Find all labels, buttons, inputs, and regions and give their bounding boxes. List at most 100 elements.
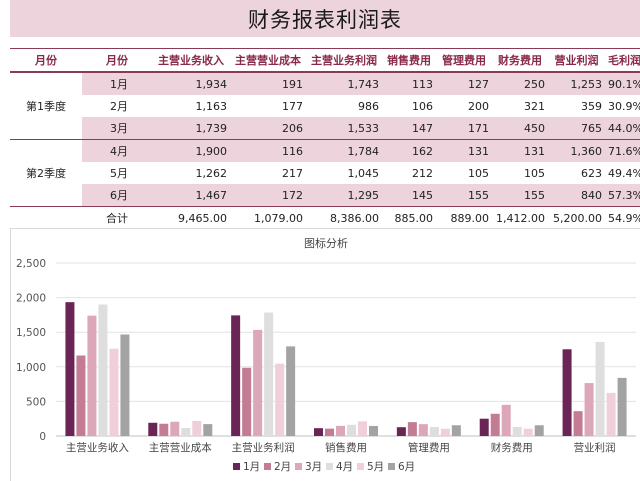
x-tick-label: 财务费用 bbox=[491, 441, 533, 454]
header-operating-profit: 营业利润 bbox=[548, 48, 605, 73]
value-cell: 1,467 bbox=[152, 184, 230, 207]
legend-label: 2月 bbox=[274, 461, 291, 473]
legend-swatch bbox=[233, 463, 240, 470]
month-cell: 2月 bbox=[110, 100, 128, 113]
bar bbox=[573, 411, 583, 436]
bar bbox=[76, 355, 86, 436]
y-tick-label: 1,500 bbox=[16, 327, 46, 339]
value-cell: 105 bbox=[524, 166, 545, 180]
bar bbox=[562, 349, 572, 436]
income-statement-table: 月份 月份 主营业务收入 主营营业成本 主营业务利润 销售费用 管理费用 财务费… bbox=[10, 48, 640, 230]
header-cost: 主营营业成本 bbox=[230, 48, 306, 73]
value-cell: 212 bbox=[412, 166, 433, 180]
bar bbox=[159, 423, 169, 436]
header-admin-expense: 管理费用 bbox=[436, 48, 492, 73]
bar bbox=[479, 418, 489, 436]
x-tick-label: 主营业务利润 bbox=[232, 441, 295, 454]
header-gross-margin: 毛利润率 bbox=[605, 48, 640, 73]
bar bbox=[490, 413, 500, 436]
bar bbox=[617, 377, 627, 436]
report-title: 财务报表利润表 bbox=[248, 7, 402, 32]
bar bbox=[606, 392, 616, 436]
bar bbox=[429, 426, 439, 436]
value-cell: 147 bbox=[382, 117, 436, 140]
legend-label: 6月 bbox=[398, 461, 415, 473]
bar bbox=[396, 427, 406, 436]
bar bbox=[451, 425, 461, 436]
header-quarter: 月份 bbox=[10, 48, 82, 73]
total-cell: 885.00 bbox=[382, 206, 436, 230]
value-cell: 1,900 bbox=[152, 139, 230, 162]
bar bbox=[253, 329, 263, 436]
bar bbox=[418, 424, 428, 436]
bar bbox=[231, 315, 241, 436]
x-tick-label: 营业利润 bbox=[574, 441, 616, 454]
value-cell: 49.4% bbox=[608, 166, 640, 180]
value-cell: 131 bbox=[436, 139, 492, 162]
value-cell: 30.9% bbox=[608, 99, 640, 113]
bar bbox=[325, 428, 334, 436]
total-cell: 54.9% bbox=[605, 206, 640, 230]
bar bbox=[275, 363, 285, 436]
value-cell: 1,253 bbox=[548, 72, 605, 95]
bar bbox=[120, 334, 130, 436]
value-cell: 200 bbox=[468, 99, 489, 113]
bar bbox=[314, 428, 323, 436]
value-cell: 1,739 bbox=[152, 117, 230, 140]
value-cell: 162 bbox=[382, 139, 436, 162]
chart-title: 图标分析 bbox=[304, 236, 348, 250]
value-cell: 90.1% bbox=[605, 72, 640, 95]
value-cell: 206 bbox=[230, 117, 306, 140]
value-cell: 172 bbox=[230, 184, 306, 207]
table-header-row: 月份 月份 主营业务收入 主营营业成本 主营业务利润 销售费用 管理费用 财务费… bbox=[10, 48, 640, 73]
value-cell: 44.0% bbox=[605, 117, 640, 140]
bar bbox=[148, 422, 158, 436]
month-cell: 3月 bbox=[82, 117, 152, 140]
value-cell: 217 bbox=[282, 166, 303, 180]
total-cell: 8,386.00 bbox=[306, 206, 382, 230]
value-cell: 1,045 bbox=[347, 166, 380, 180]
legend-swatch bbox=[357, 463, 364, 470]
bar bbox=[286, 346, 296, 436]
legend-label: 4月 bbox=[336, 461, 353, 473]
total-label: 合计 bbox=[82, 206, 152, 230]
value-cell: 1,295 bbox=[306, 184, 382, 207]
bar bbox=[109, 348, 119, 436]
bar bbox=[87, 315, 97, 436]
legend-label: 1月 bbox=[243, 461, 260, 473]
legend-swatch bbox=[388, 463, 395, 470]
total-cell: 889.00 bbox=[436, 206, 492, 230]
value-cell: 1,360 bbox=[548, 139, 605, 162]
y-tick-label: 1,000 bbox=[16, 362, 46, 374]
value-cell: 105 bbox=[468, 166, 489, 180]
table-row: 6月 1,467 172 1,295 145 155 155 840 57.3% bbox=[10, 184, 640, 207]
value-cell: 1,743 bbox=[306, 72, 382, 95]
bar bbox=[181, 427, 191, 436]
y-tick-label: 500 bbox=[26, 396, 46, 408]
table-row: 5月 1,262 217 1,045 212 105 105 623 49.4% bbox=[10, 162, 640, 184]
bar bbox=[347, 424, 356, 436]
bar bbox=[523, 428, 533, 436]
value-cell: 840 bbox=[548, 184, 605, 207]
total-cell: 1,412.00 bbox=[492, 206, 548, 230]
month-cell: 1月 bbox=[82, 72, 152, 95]
total-spacer bbox=[10, 206, 82, 230]
header-finance-expense: 财务费用 bbox=[492, 48, 548, 73]
value-cell: 765 bbox=[548, 117, 605, 140]
legend-label: 3月 bbox=[305, 461, 322, 473]
value-cell: 57.3% bbox=[605, 184, 640, 207]
bar bbox=[440, 428, 450, 436]
month-cell: 6月 bbox=[82, 184, 152, 207]
value-cell: 131 bbox=[492, 139, 548, 162]
total-row: 合计 9,465.00 1,079.00 8,386.00 885.00 889.00 1,… bbox=[10, 206, 640, 230]
value-cell: 191 bbox=[230, 72, 306, 95]
value-cell: 155 bbox=[492, 184, 548, 207]
x-tick-label: 主营营业成本 bbox=[149, 441, 212, 454]
bar bbox=[242, 367, 252, 436]
table-row: 第1季度 1月 1,934 191 1,743 113 127 250 1,253 90.1% bbox=[10, 72, 640, 140]
legend-label: 5月 bbox=[367, 461, 384, 473]
legend-swatch bbox=[295, 463, 302, 470]
bar bbox=[98, 304, 108, 436]
bar bbox=[264, 312, 274, 436]
value-cell: 106 bbox=[412, 99, 433, 113]
